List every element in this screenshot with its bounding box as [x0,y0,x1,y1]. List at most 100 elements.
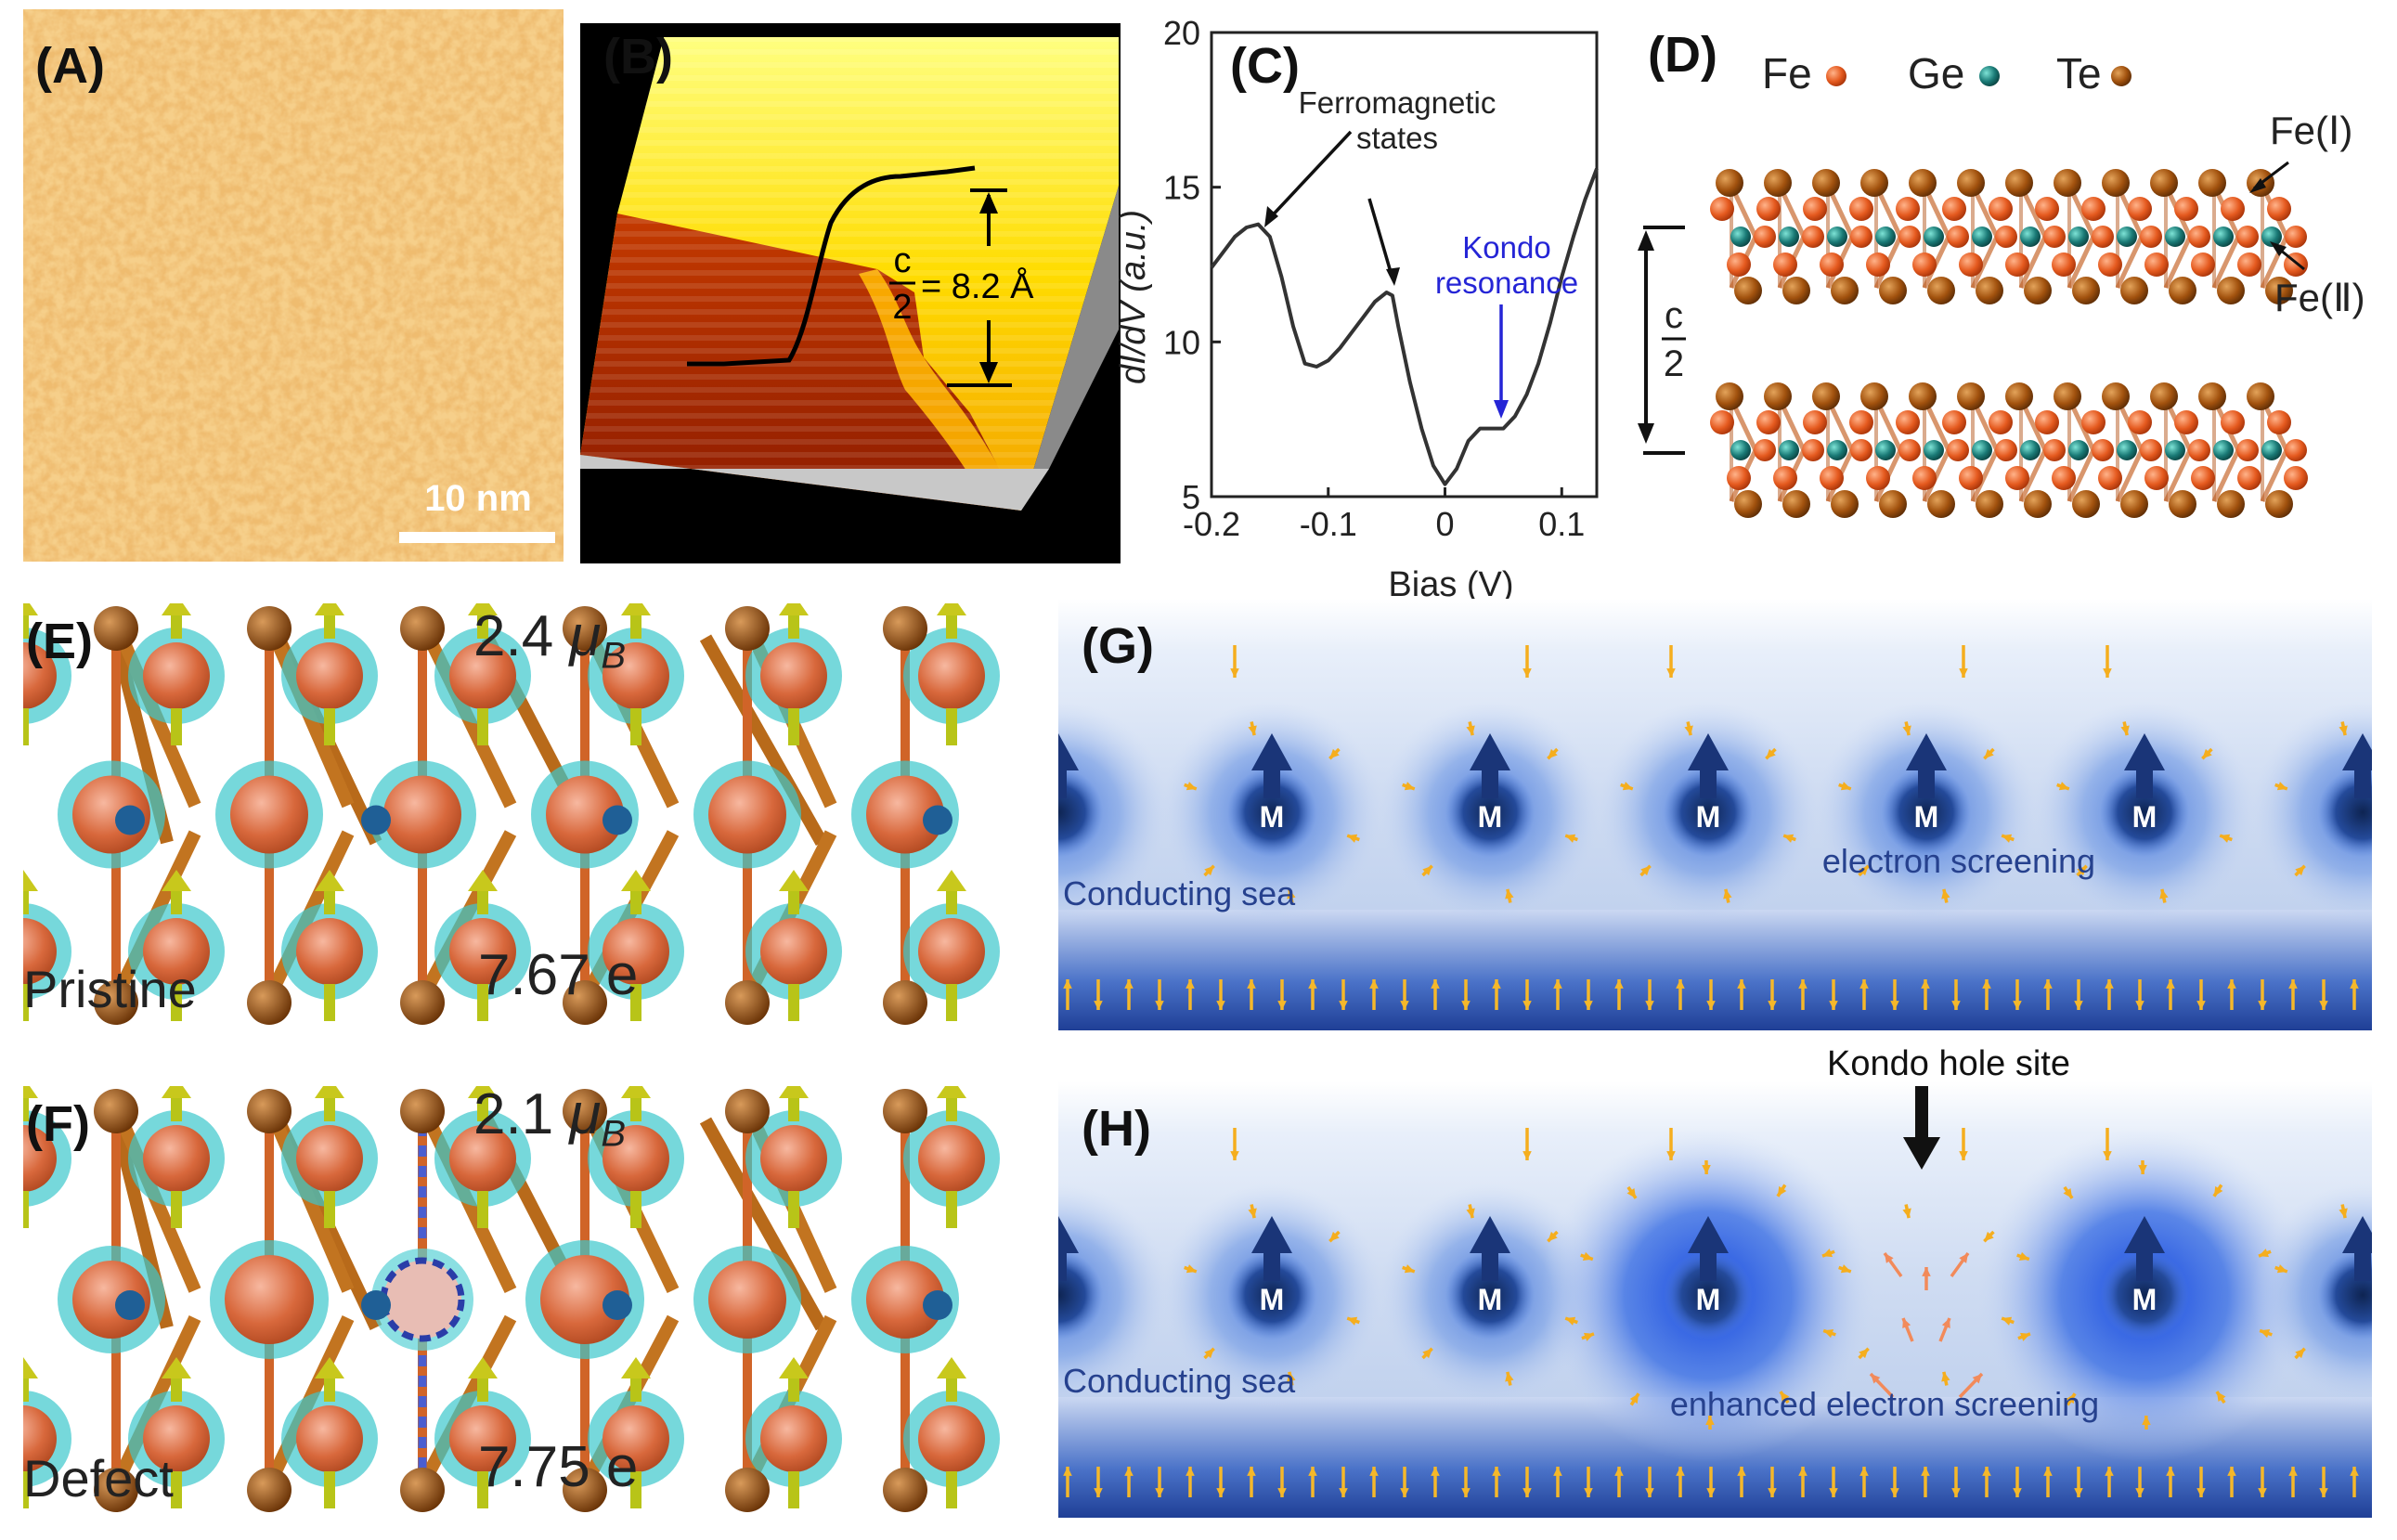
stm-3d-step: c 2 = 8.2 Å [580,37,1119,511]
electron-spin-arrowhead [1676,1467,1685,1476]
spin-arrow-head [468,603,498,615]
moment-glow [1058,768,1103,857]
electron-spin-arrowhead [2276,782,2287,791]
te-fe-bond [699,634,828,846]
height-profile-line [687,165,976,367]
electron-spin-arrowhead [1347,1316,1358,1326]
te-atom [1879,490,1907,518]
fe-atom [23,642,57,709]
te-atom [1860,382,1888,410]
electron-spin-arrowhead [1822,1249,1833,1258]
electron-spin-arrowhead [1565,834,1576,843]
electron-spin-arrowhead [1984,1231,1994,1242]
legend-fe-atom [1826,66,1846,86]
moment-label-e: 2.4 μB [473,604,627,677]
electron-spin-arrowhead [1582,1251,1593,1261]
ge-atom [1972,226,1992,247]
legend-fe-label: Fe [1762,49,1812,97]
spin-arrow-shaft [788,1191,799,1228]
electron-spin-arrowhead [1404,1264,1415,1274]
electron-spin-arrowhead [1522,1151,1532,1160]
spin-arrow-shaft [788,984,799,1021]
te-atom [563,1089,607,1133]
te-atom [1734,490,1762,518]
spin-arrow-head [315,603,344,615]
te-atom [400,1089,445,1133]
electron-spin-arrowhead [2043,1467,2053,1476]
fe-atom [2191,252,2215,277]
spin-arrow-shaft [477,611,488,639]
electron-spin-arrowhead [1777,1185,1787,1197]
electron-spin-arrowhead [1959,668,1968,678]
spin-arrow-shaft [477,1374,488,1402]
fe-atom [1995,226,2017,248]
electron-spin-arrowhead [1124,979,1134,989]
y-tick-label: 15 [1163,169,1200,207]
te-atom [2169,277,2196,304]
moment-glow [1664,768,1753,857]
kondo-screening-schematic: M M M M M Conducting sea electron screening [1058,599,2372,1030]
electron-spin-arrowhead [1565,1316,1576,1326]
fe-atom [1995,439,2017,461]
moment-label: M [2132,800,2157,834]
kondo-hole-label: Kondo hole site [1827,1044,2070,1083]
fe-atom [1803,197,1827,221]
bond [1922,235,1951,290]
electron-spin-arrowhead [2259,1249,2270,1258]
electron-spin-arrowhead [1329,1231,1340,1242]
spin-arrow-shaft [946,1471,957,1508]
bond [2211,235,2241,290]
spacing-num: c [1665,295,1683,336]
electron-spin-arrowhead [2105,1467,2114,1476]
te-atom [247,980,292,1025]
moment-arrow-head [1688,1216,1729,1253]
electron-spin-arrowhead [1614,1467,1624,1476]
fe-atom [708,775,786,854]
moment-arrow-head [2342,733,2372,770]
te-atom [1879,277,1907,304]
fe-atom [1710,197,1734,221]
fe-atom [2140,439,2162,461]
te-atom [1976,277,2003,304]
panel-label-h: (H) [1082,1101,1151,1157]
moment-label: M [1260,1283,1285,1316]
electron-spin-arrowhead [1492,1467,1501,1476]
screening-label: electron screening [1822,842,2095,880]
moment-arrow-head [2124,1216,2165,1253]
electron-spin-arrowhead [1339,1488,1348,1497]
fe-atom [1896,410,1920,434]
electron-spin-arrowhead [1186,979,1195,989]
te-atom [2150,169,2178,197]
electron-spin-arrowhead [2063,1188,2073,1198]
moment-glow [1058,1250,1103,1339]
spin-arrow-shaft [630,708,641,745]
x-tick-label: -0.2 [1183,505,1240,543]
electron-spin-arrowhead [1548,1231,1558,1242]
moment-label-f: 2.1 μB [473,1082,627,1155]
legend-ge-label: Ge [1908,49,1964,97]
plot-frame [1210,31,1599,498]
fe-atom [230,775,308,854]
conducting-sea [1058,910,2372,1030]
te-atom [1957,169,1985,197]
fe-atom [2174,197,2198,221]
te-atom [1927,490,1955,518]
electron-spin-arrowhead [1859,1467,1869,1476]
electron-spin-arrowhead [2135,1001,2144,1010]
electron-spin-arrowhead [1492,979,1501,989]
y-tick-label: 20 [1163,14,1200,52]
te-atom [94,1468,138,1512]
fe-atom [296,918,363,985]
spin-arrow-shaft [630,611,641,639]
ge-atom [1827,440,1847,460]
ge-atom [1924,226,1944,247]
crystal-structure: Fe Ge Te Fe(Ⅰ) Fe(Ⅱ) c 2 [1638,49,2365,518]
moment-glow [1227,768,1316,857]
fe-atom [760,642,827,709]
electron-spin-arrowhead [2295,865,2305,876]
electron-spin-arrowhead [1902,1318,1911,1328]
spin-arrow-head [621,870,651,891]
spin-arrow-head [779,870,809,891]
electron-spin-arrowhead [1522,668,1532,678]
electron-spin-arrowhead [1248,1208,1257,1219]
